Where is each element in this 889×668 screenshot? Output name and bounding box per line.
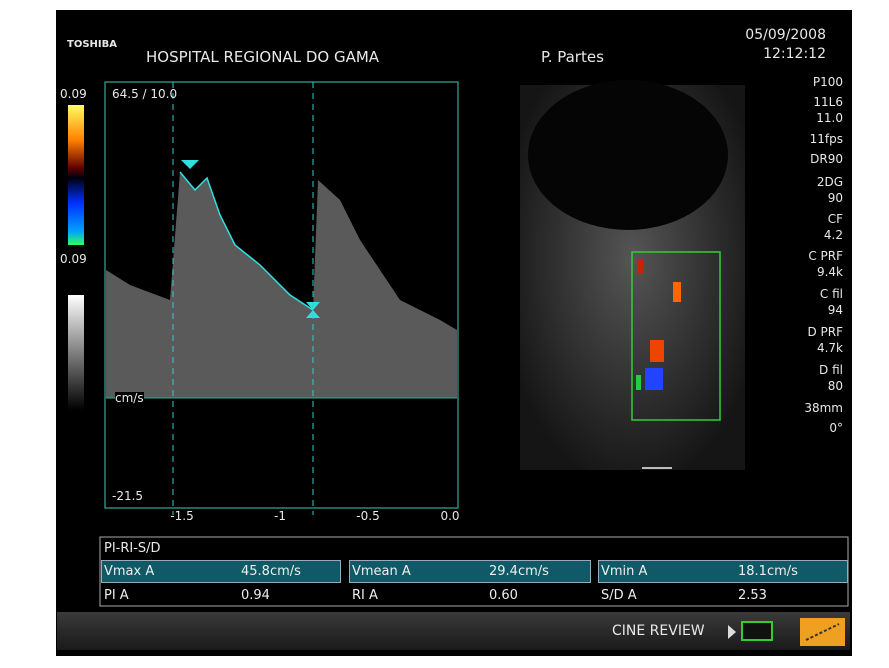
parameter: 4.2 — [824, 229, 843, 241]
measurement-value: 0.60 — [489, 585, 518, 606]
parameter: D PRF — [807, 326, 843, 338]
doppler-spectrum — [106, 172, 457, 398]
measurement-value: 0.94 — [241, 585, 270, 606]
parameter: 11L6 — [813, 96, 843, 108]
caliper-icon[interactable] — [800, 618, 845, 646]
flow — [673, 282, 681, 302]
parameter: C PRF — [808, 250, 843, 262]
parameter: DR90 — [810, 153, 843, 165]
parameter: 80 — [828, 380, 843, 392]
velocity-min: -21.5 — [112, 490, 143, 502]
measurement-label: Vmin A — [601, 561, 647, 582]
velocity-unit: cm/s — [115, 392, 144, 404]
parameter: 2DG — [817, 176, 843, 188]
patient: P. Partes — [541, 50, 604, 65]
color-scale-bottom: 0.09 — [60, 253, 87, 265]
measurement-value: 45.8cm/s — [241, 561, 301, 582]
hospital: HOSPITAL REGIONAL DO GAMA — [146, 50, 379, 65]
measurement-label: PI A — [104, 585, 129, 606]
parameter: 11fps — [810, 133, 843, 145]
footer-mode: CINE REVIEW — [612, 624, 705, 638]
x-tick-label: -1 — [274, 510, 286, 522]
spectrum-scale: 64.5 / 10.0 — [112, 88, 177, 100]
date: 05/09/2008 — [745, 28, 826, 42]
measurement-title: PI-RI-S/D — [104, 542, 161, 555]
color-scale-top: 0.09 — [60, 88, 87, 100]
parameter: 38mm — [804, 402, 843, 414]
parameter: 11.0 — [816, 112, 843, 124]
ultrasound-screen: TOSHIBA HOSPITAL REGIONAL DO GAMA P. Par… — [0, 0, 889, 668]
measurement-value: 29.4cm/s — [489, 561, 549, 582]
measurement-label: Vmean A — [352, 561, 411, 582]
parameter: D fil — [819, 364, 843, 376]
time: 12:12:12 — [763, 47, 826, 61]
flow — [637, 260, 643, 274]
cine-icon[interactable] — [742, 622, 772, 640]
globe — [528, 80, 728, 230]
gray-bar — [68, 295, 84, 410]
parameter: 4.7k — [817, 342, 843, 354]
x-tick-label: -0.5 — [356, 510, 379, 522]
parameter: 94 — [828, 304, 843, 316]
measurement-value: 18.1cm/s — [738, 561, 798, 582]
brand: TOSHIBA — [67, 40, 117, 50]
color-bar — [68, 105, 84, 245]
measurement-label: S/D A — [601, 585, 637, 606]
x-tick-label: 0.0 — [440, 510, 459, 522]
flow — [636, 375, 641, 390]
parameter: C fil — [820, 288, 843, 300]
peak-marker — [181, 160, 199, 169]
measurement-label: RI A — [352, 585, 378, 606]
parameter: 0° — [829, 422, 843, 434]
measurement-value: 2.53 — [738, 585, 767, 606]
parameter: 90 — [828, 192, 843, 204]
parameter: 9.4k — [817, 266, 843, 278]
parameter: CF — [828, 213, 843, 225]
flow — [650, 340, 664, 362]
x-tick-label: -1.5 — [170, 510, 193, 522]
flow — [645, 368, 663, 390]
parameter: P100 — [813, 76, 843, 88]
measurement-label: Vmax A — [104, 561, 154, 582]
